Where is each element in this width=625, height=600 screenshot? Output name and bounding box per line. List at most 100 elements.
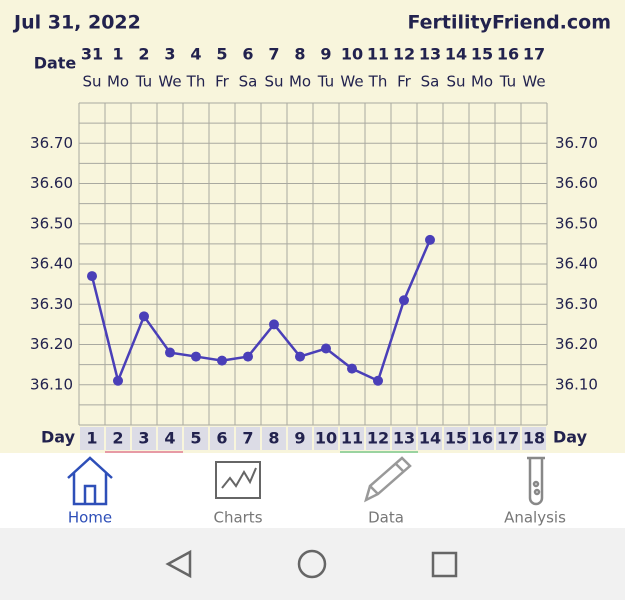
day-label: 12 — [367, 429, 389, 448]
day-cell — [80, 427, 104, 450]
temperature-point — [373, 375, 383, 386]
weekday-label: Tu — [317, 73, 334, 91]
day-cell — [522, 427, 546, 450]
day-cell — [158, 427, 182, 450]
day-cell — [366, 427, 390, 450]
weekday-label: Tu — [499, 73, 516, 91]
day-cell — [314, 427, 338, 450]
date-label: 14 — [445, 45, 467, 64]
nav-label[interactable]: Analysis — [504, 509, 566, 527]
date-label: 7 — [268, 45, 279, 64]
y-tick-label: 36.70 — [555, 134, 598, 152]
system-bar — [0, 528, 625, 600]
chart-date: Jul 31, 2022 — [12, 12, 141, 34]
recent-button[interactable] — [431, 551, 458, 578]
weekday-label: Th — [368, 73, 388, 91]
temperature-point — [87, 271, 97, 282]
y-tick-label: 36.60 — [30, 174, 73, 192]
day-label: 16 — [471, 429, 493, 448]
nav-label[interactable]: Data — [368, 509, 404, 527]
date-label: 15 — [471, 45, 493, 64]
temperature-point — [191, 351, 201, 362]
home-icon[interactable] — [67, 456, 113, 506]
weekday-label: Th — [186, 73, 206, 91]
day-label: 6 — [216, 429, 227, 448]
date-label: 31 — [81, 45, 103, 64]
y-tick-label: 36.10 — [30, 375, 73, 393]
weekday-label: Tu — [135, 73, 152, 91]
day-label: 17 — [497, 429, 519, 448]
weekday-label: Fr — [215, 73, 230, 91]
date-label: 12 — [393, 45, 415, 64]
weekday-label: Su — [82, 73, 101, 91]
y-tick-label: 36.40 — [30, 255, 73, 273]
day-cell — [288, 427, 312, 450]
weekday-label: We — [340, 73, 363, 91]
date-label: 2 — [138, 45, 149, 64]
date-label: 8 — [294, 45, 305, 64]
weekday-label: Sa — [239, 73, 258, 91]
day-cell — [340, 427, 364, 450]
date-label: 10 — [341, 45, 363, 64]
day-cell — [210, 427, 234, 450]
temperature-point — [113, 375, 123, 386]
weekday-label: Mo — [289, 73, 311, 91]
date-label: 13 — [419, 45, 441, 64]
analysis-icon[interactable] — [527, 456, 545, 506]
y-tick-label: 36.20 — [555, 335, 598, 353]
weekday-label: Su — [446, 73, 465, 91]
day-label: 10 — [315, 429, 337, 448]
day-cell — [496, 427, 520, 450]
day-cell — [444, 427, 468, 450]
day-label: 1 — [86, 429, 97, 448]
day-label: 3 — [138, 429, 149, 448]
day-label: 11 — [341, 429, 363, 448]
home-button[interactable] — [297, 549, 327, 579]
day-cell — [392, 427, 416, 450]
y-tick-label: 36.30 — [30, 295, 73, 313]
weekday-label: We — [522, 73, 545, 91]
weekday-label: Fr — [397, 73, 412, 91]
weekday-label: Sa — [421, 73, 440, 91]
temperature-point — [139, 311, 149, 322]
day-label: Day — [41, 428, 76, 447]
y-tick-label: 36.40 — [555, 255, 598, 273]
y-tick-label: 36.10 — [555, 375, 598, 393]
day-label: Day — [553, 428, 588, 447]
back-button[interactable] — [165, 549, 192, 579]
date-label: 3 — [164, 45, 175, 64]
nav-bar — [0, 453, 625, 528]
weekday-label: Mo — [107, 73, 129, 91]
y-tick-label: 36.70 — [30, 134, 73, 152]
date-label: 6 — [242, 45, 253, 64]
temperature-point — [347, 363, 357, 374]
temperature-point — [399, 295, 409, 306]
day-label: 13 — [393, 429, 415, 448]
weekday-label: Su — [264, 73, 283, 91]
day-cell — [262, 427, 286, 450]
data-icon[interactable] — [364, 456, 412, 503]
date-label: 9 — [320, 45, 331, 64]
day-label: 5 — [190, 429, 201, 448]
day-label: 2 — [112, 429, 123, 448]
temperature-point — [321, 343, 331, 354]
day-cell — [106, 427, 130, 450]
temperature-point — [269, 319, 279, 330]
nav-label[interactable]: Charts — [213, 509, 262, 527]
date-label: Date — [34, 54, 77, 73]
weekday-label: We — [158, 73, 181, 91]
charts-icon[interactable] — [215, 461, 261, 499]
y-tick-label: 36.30 — [555, 295, 598, 313]
y-tick-label: 36.50 — [555, 214, 598, 232]
day-label: 7 — [242, 429, 253, 448]
y-tick-label: 36.50 — [30, 214, 73, 232]
day-label: 8 — [268, 429, 279, 448]
date-label: 17 — [523, 45, 545, 64]
day-cell — [184, 427, 208, 450]
nav-labels: Home Charts Data Analysis — [68, 509, 566, 527]
nav-label[interactable]: Home — [68, 509, 112, 527]
date-label: 11 — [367, 45, 389, 64]
day-cell — [236, 427, 260, 450]
